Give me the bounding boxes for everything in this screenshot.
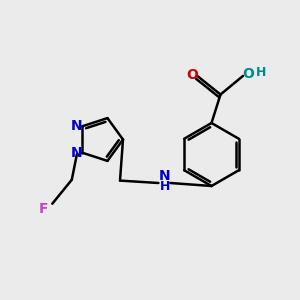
Text: N: N (159, 169, 171, 183)
Text: H: H (160, 180, 170, 193)
Text: H: H (256, 66, 266, 79)
Text: N: N (71, 146, 83, 160)
Text: O: O (187, 68, 199, 82)
Text: O: O (242, 68, 254, 81)
Text: N: N (71, 119, 83, 133)
Text: F: F (39, 202, 49, 216)
